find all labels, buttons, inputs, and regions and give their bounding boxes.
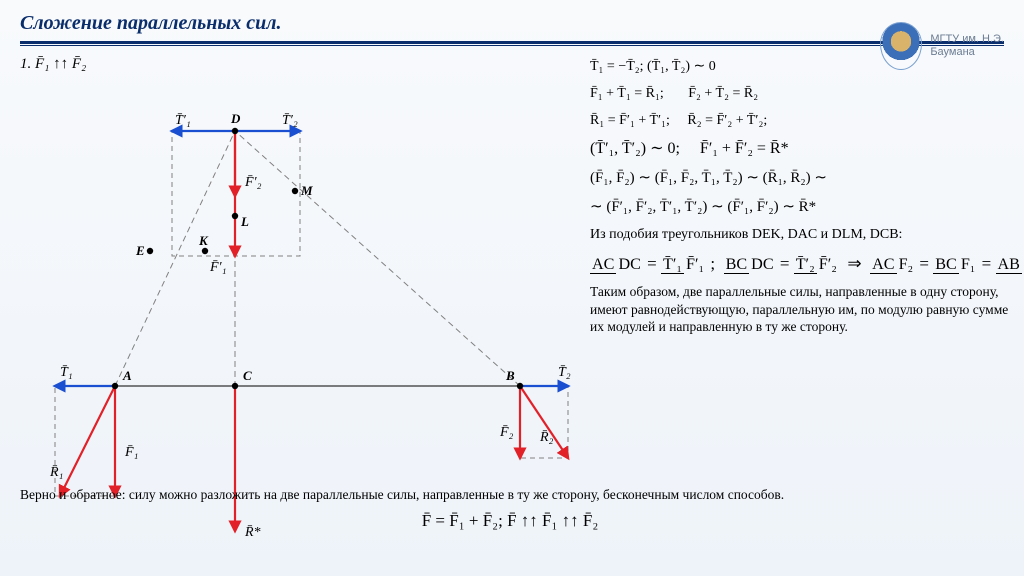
frac-a: ACDC bbox=[590, 253, 643, 277]
svg-text:A: A bbox=[122, 368, 132, 383]
page-title: Сложение параллельных сил. bbox=[0, 0, 1024, 41]
f-r3b: R̄₂ = F̄′₂ + T̄′₂; bbox=[687, 113, 767, 128]
title-rule-thin bbox=[20, 45, 1004, 46]
inst-line1: МГТУ им. Н.Э. bbox=[930, 33, 1004, 46]
svg-text:M: M bbox=[300, 183, 313, 198]
f-r2a: F̄₁ + T̄₁ = R̄₁; bbox=[590, 86, 664, 101]
body2: Верно и обратное: силу можно разложить н… bbox=[20, 486, 1000, 504]
formula-r1: T̄₁ = −T̄₂; (T̄₁, T̄₂) ∼ 0 bbox=[590, 56, 1010, 77]
svg-text:B: B bbox=[505, 368, 515, 383]
content-area: 1. F̄₁ ↑↑ F̄₂ T̄₁T̄₂F̄₁R̄₁F̄₂R̄₂T̄′₁T̄′₂… bbox=[20, 56, 1004, 556]
final-formula: F̄ = F̄₁ + F̄₂; F̄ ↑↑ F̄₁ ↑↑ F̄₂ bbox=[20, 510, 1000, 532]
frac-g: ABR* bbox=[996, 253, 1024, 277]
svg-text:K: K bbox=[198, 233, 209, 248]
frac-d: T̄′₂F̄′₂ bbox=[794, 253, 839, 277]
svg-text:F̄₁: F̄₁ bbox=[124, 445, 138, 460]
svg-text:T̄₁: T̄₁ bbox=[60, 365, 73, 380]
svg-text:T̄′₂: T̄′₂ bbox=[282, 113, 298, 128]
frac-b: T̄′₁F̄′₁ bbox=[661, 253, 706, 277]
formula-block: T̄₁ = −T̄₂; (T̄₁, T̄₂) ∼ 0 F̄₁ + T̄₁ = R… bbox=[590, 56, 1010, 336]
svg-text:L: L bbox=[240, 214, 249, 229]
svg-text:R̄₂: R̄₂ bbox=[539, 430, 554, 445]
svg-text:E: E bbox=[135, 243, 145, 258]
f-r3a: R̄₁ = F̄′₁ + T̄′₁; bbox=[590, 113, 670, 128]
formula-r3: R̄₁ = F̄′₁ + T̄′₁; R̄₂ = F̄′₂ + T̄′₂; bbox=[590, 110, 1010, 131]
similarity-text: Из подобия треугольников DEK, DAC и DLM,… bbox=[590, 224, 1010, 245]
svg-text:F̄₂: F̄₂ bbox=[499, 425, 514, 440]
force-diagram: T̄₁T̄₂F̄₁R̄₁F̄₂R̄₂T̄′₁T̄′₂F̄′₁F̄′₂R̄*ACB… bbox=[20, 56, 580, 556]
f-r2b: F̄₂ + T̄₂ = R̄₂ bbox=[688, 86, 758, 101]
svg-text:C: C bbox=[243, 368, 252, 383]
svg-text:R̄₁: R̄₁ bbox=[49, 465, 63, 480]
inverse-paragraph: Верно и обратное: силу можно разложить н… bbox=[20, 486, 1000, 532]
summary-paragraph: Таким образом, две параллельные силы, на… bbox=[590, 283, 1010, 336]
formula-r4: (T̄′₁, T̄′₂) ∼ 0; F̄′₁ + F̄′₂ = R̄* bbox=[590, 137, 1010, 161]
frac-e: ACF₂ bbox=[870, 253, 915, 277]
frac-f: BCF₁ bbox=[933, 253, 977, 277]
formula-r5: (F̄₁, F̄₂) ∼ (F̄₁, F̄₂, T̄₁, T̄₂) ∼ (R̄₁… bbox=[590, 167, 1010, 190]
svg-text:F̄′₂: F̄′₂ bbox=[244, 175, 262, 190]
title-rule-thick bbox=[20, 41, 1004, 44]
svg-text:F̄′₁: F̄′₁ bbox=[209, 260, 226, 275]
formula-r2: F̄₁ + T̄₁ = R̄₁; F̄₂ + T̄₂ = R̄₂ bbox=[590, 83, 1010, 104]
svg-text:T̄₂: T̄₂ bbox=[558, 365, 571, 380]
f-r4a: (T̄′₁, T̄′₂) ∼ 0; bbox=[590, 140, 680, 157]
frac-c: BCDC bbox=[724, 253, 776, 277]
svg-text:T̄′₁: T̄′₁ bbox=[175, 113, 191, 128]
svg-text:D: D bbox=[230, 111, 241, 126]
ratio-line: ACDC = T̄′₁F̄′₁ ; BCDC = T̄′₂F̄′₂ ⇒ ACF₂… bbox=[590, 251, 1010, 277]
f-r4b: F̄′₁ + F̄′₂ = R̄* bbox=[700, 140, 789, 157]
formula-r6: ∼ (F̄′₁, F̄′₂, T̄′₁, T̄′₂) ∼ (F̄′₁, F̄′₂… bbox=[590, 196, 1010, 219]
